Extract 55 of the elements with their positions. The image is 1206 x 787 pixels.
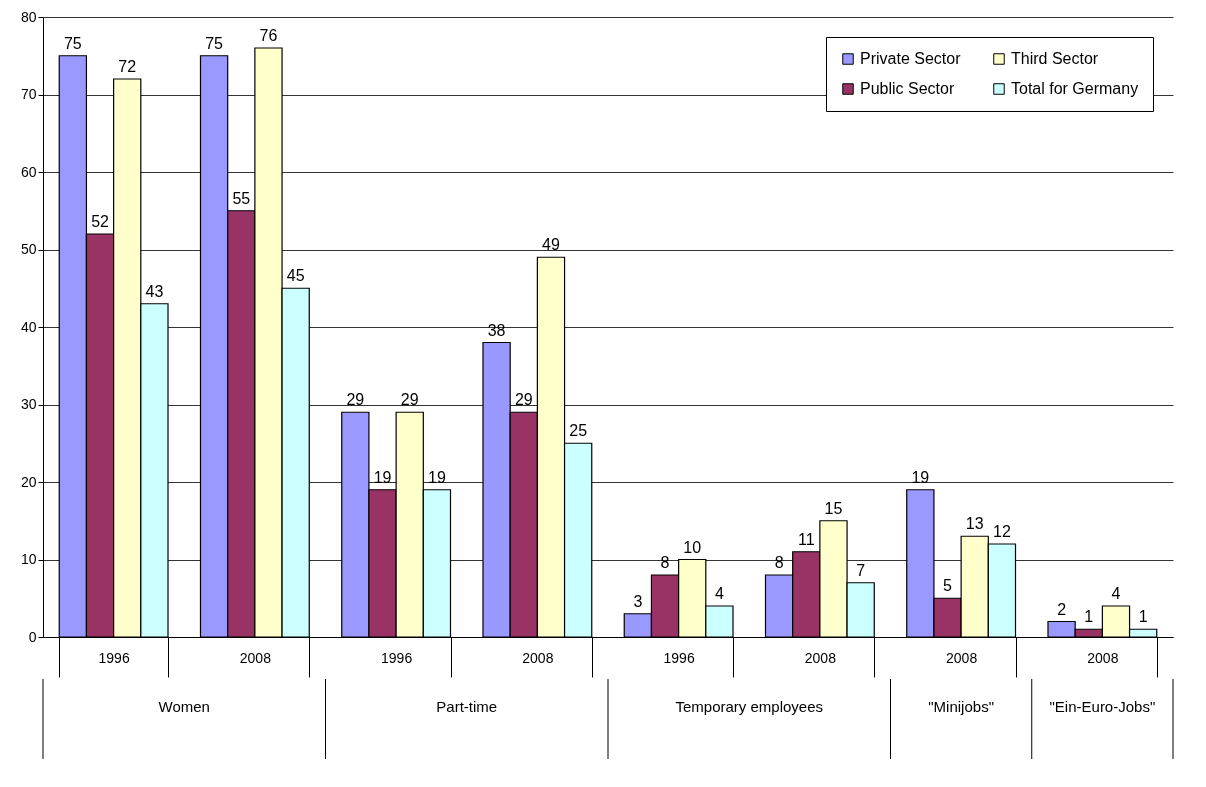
data-label: 19 (373, 468, 392, 486)
data-label: 4 (1111, 585, 1121, 602)
y-tick-label: 60 (20, 163, 37, 180)
data-label: 19 (911, 468, 930, 486)
y-tick-label: 70 (20, 86, 37, 102)
data-label: 2 (1057, 600, 1067, 618)
x-tick-label: 1996 (663, 649, 695, 666)
legend-label: Public Sector (860, 80, 955, 97)
y-tick-label: 40 (20, 318, 37, 335)
text: Temporary employees (675, 698, 824, 715)
text: "Minijobs" (928, 698, 994, 715)
legend-label: Private Sector (860, 50, 962, 67)
data-label: 15 (824, 499, 843, 517)
x-tick-label: 2008 (804, 649, 837, 666)
data-label: 75 (205, 34, 224, 52)
data-label: 49 (542, 236, 560, 254)
data-label: 13 (965, 515, 984, 533)
x-tick-label: 2008 (946, 649, 978, 666)
x-tick-label: 2008 (522, 649, 554, 666)
data-label: 4 (714, 585, 724, 602)
y-tick-label: 30 (20, 396, 37, 412)
data-label: 11 (797, 530, 815, 548)
data-label: 25 (569, 422, 588, 440)
data-label: 1 (1138, 608, 1148, 626)
data-label: 3 (633, 592, 643, 610)
data-label: 10 (683, 538, 702, 556)
data-label: 5 (943, 577, 953, 595)
y-tick-label: 0 (28, 628, 37, 645)
data-label: 1 (1084, 608, 1094, 626)
legend-label: Total for Germany (1011, 80, 1139, 97)
data-label: 29 (400, 391, 419, 409)
y-tick-label: 50 (20, 241, 37, 257)
x-tick-label: 2008 (239, 649, 272, 666)
data-label: 29 (514, 391, 533, 409)
data-label: 72 (118, 58, 137, 75)
y-tick-label: 10 (20, 551, 37, 567)
data-label: 45 (286, 267, 305, 285)
x-tick-label: 1996 (381, 649, 413, 666)
data-label: 12 (993, 523, 1011, 540)
data-label: 43 (145, 282, 164, 300)
data-label: 29 (346, 391, 365, 409)
y-tick-label: 80 (20, 8, 37, 25)
text: Part-time (436, 698, 498, 715)
text: "Ein-Euro-Jobs" (1049, 698, 1156, 715)
data-label: 19 (428, 468, 446, 486)
data-label: 55 (232, 189, 251, 207)
y-tick-label: 20 (20, 473, 37, 490)
x-tick-label: 1996 (98, 649, 130, 666)
data-label: 75 (63, 34, 82, 52)
data-label: 52 (91, 213, 110, 230)
legend-label: Third Sector (1011, 50, 1099, 67)
data-label: 76 (259, 27, 278, 44)
data-label: 7 (856, 561, 866, 579)
text: Women (158, 698, 210, 715)
x-tick-label: 2008 (1087, 649, 1119, 666)
